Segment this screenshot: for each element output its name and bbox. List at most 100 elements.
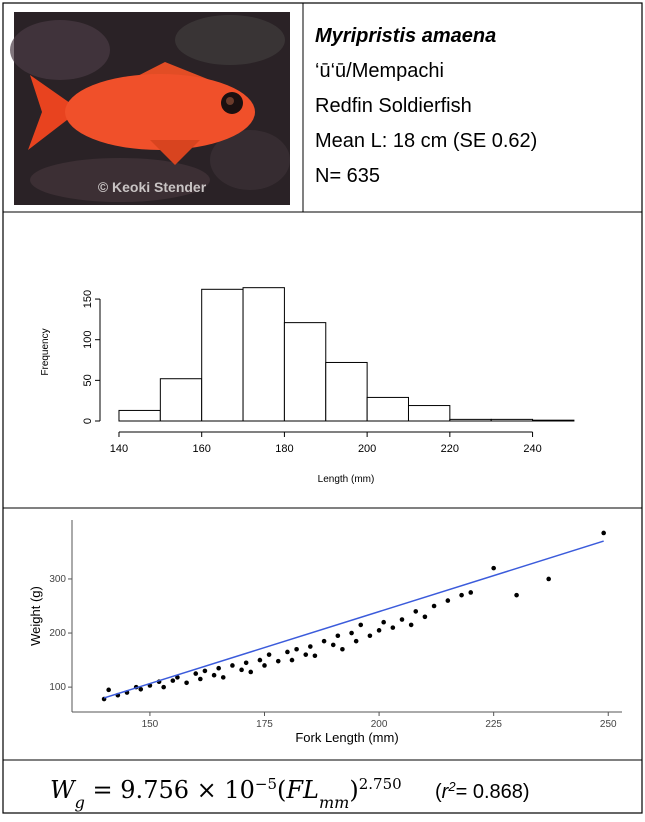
histogram-bar — [283, 322, 327, 422]
x-axis-label: Length (mm) — [318, 474, 375, 485]
equation-part: ( — [402, 781, 442, 803]
data-point — [275, 658, 281, 664]
histogram-bar — [532, 419, 575, 422]
data-point — [170, 678, 176, 683]
data-point — [230, 663, 235, 668]
histogram-bar — [325, 361, 368, 422]
equation-part: g — [75, 793, 85, 812]
data-point — [376, 628, 382, 633]
equation-part: 2 — [447, 779, 456, 794]
histogram-bar — [449, 418, 492, 422]
x-tick-label: 160 — [193, 443, 211, 455]
data-point — [321, 638, 327, 644]
data-point — [353, 638, 359, 644]
data-point — [358, 622, 364, 628]
species-name: Myripristis amaena — [315, 25, 496, 47]
data-point — [257, 657, 263, 663]
data-point — [514, 592, 519, 598]
data-point — [220, 675, 226, 680]
data-point — [303, 652, 309, 657]
mean-length: Mean L: 18 cm (SE 0.62) — [315, 130, 537, 152]
data-point — [216, 665, 221, 671]
data-point — [367, 633, 373, 639]
data-point — [349, 630, 354, 636]
data-point — [161, 684, 166, 690]
common-name: Redfin Soldierfish — [315, 95, 472, 117]
equation-part: W — [50, 776, 77, 804]
data-point — [193, 671, 199, 676]
histogram-bar — [159, 378, 203, 422]
data-point — [445, 598, 451, 603]
data-point — [330, 642, 336, 648]
histogram-bar — [490, 418, 534, 422]
data-point — [106, 687, 111, 693]
x-tick-label: 180 — [275, 443, 293, 455]
y-tick-label: 100 — [49, 682, 66, 693]
y-tick-label: 150 — [82, 290, 94, 308]
y-tick-label: 50 — [82, 374, 94, 386]
data-point — [138, 686, 144, 692]
equation-part: 2.750 — [359, 775, 402, 793]
photo-credit: © Keoki Stender — [98, 179, 207, 195]
equation-part: −5 — [255, 775, 277, 793]
x-tick-label: 240 — [523, 443, 541, 455]
data-point — [459, 592, 464, 598]
data-point — [390, 625, 396, 630]
fit-line — [103, 540, 604, 699]
y-tick-label: 200 — [49, 628, 66, 639]
data-point — [413, 609, 419, 614]
equation-part: ( — [277, 776, 286, 804]
data-point — [399, 617, 405, 622]
x-tick-label: 225 — [485, 719, 502, 730]
data-point — [266, 652, 272, 657]
data-point — [335, 633, 341, 639]
data-point — [289, 657, 295, 663]
data-point — [184, 680, 189, 686]
histogram-bar — [407, 405, 451, 422]
y-tick-label: 0 — [82, 418, 94, 424]
x-tick-label: 250 — [600, 719, 617, 730]
equation-part: = 0.868) — [456, 781, 530, 803]
y-axis-label: Weight (g) — [28, 586, 43, 646]
data-point — [340, 646, 345, 652]
data-point — [248, 669, 254, 675]
histogram-bar — [118, 409, 161, 422]
y-tick-label: 300 — [49, 574, 66, 585]
data-point — [175, 675, 180, 680]
x-tick-label: 200 — [358, 443, 376, 455]
data-point — [431, 603, 437, 609]
data-point — [239, 667, 244, 673]
data-point — [294, 646, 299, 652]
x-tick-label: 220 — [441, 443, 459, 455]
data-point — [546, 576, 551, 582]
data-point — [262, 663, 267, 668]
histogram-bar — [201, 288, 244, 422]
data-point — [211, 672, 217, 678]
data-point — [491, 565, 496, 571]
y-tick-label: 100 — [82, 331, 94, 349]
histogram-bar — [242, 287, 285, 422]
x-tick-label: 140 — [110, 443, 128, 455]
equation-part: = 9.756 × 10 — [85, 776, 255, 804]
equation-part: ) — [349, 776, 358, 804]
equation-part: r — [442, 781, 450, 803]
x-axis-label: Fork Length (mm) — [295, 730, 398, 745]
y-axis-label: Frequency — [40, 328, 51, 375]
sample-size: N= 635 — [315, 165, 380, 187]
data-point — [312, 653, 318, 659]
data-point — [198, 676, 203, 682]
x-tick-label: 200 — [371, 719, 388, 730]
data-point — [243, 660, 249, 666]
histogram-bar — [366, 396, 409, 422]
equation: Wg = 9.756 × 10−5(FLmm)2.750 (r2= 0.868) — [50, 775, 530, 812]
equation-part: mm — [319, 793, 349, 812]
local-name: ‘ū‘ū/Mempachi — [315, 60, 444, 82]
data-point — [468, 590, 474, 595]
data-point — [308, 644, 313, 649]
data-point — [422, 614, 428, 620]
data-point — [202, 668, 208, 674]
x-tick-label: 175 — [256, 719, 273, 730]
data-point — [408, 622, 414, 628]
